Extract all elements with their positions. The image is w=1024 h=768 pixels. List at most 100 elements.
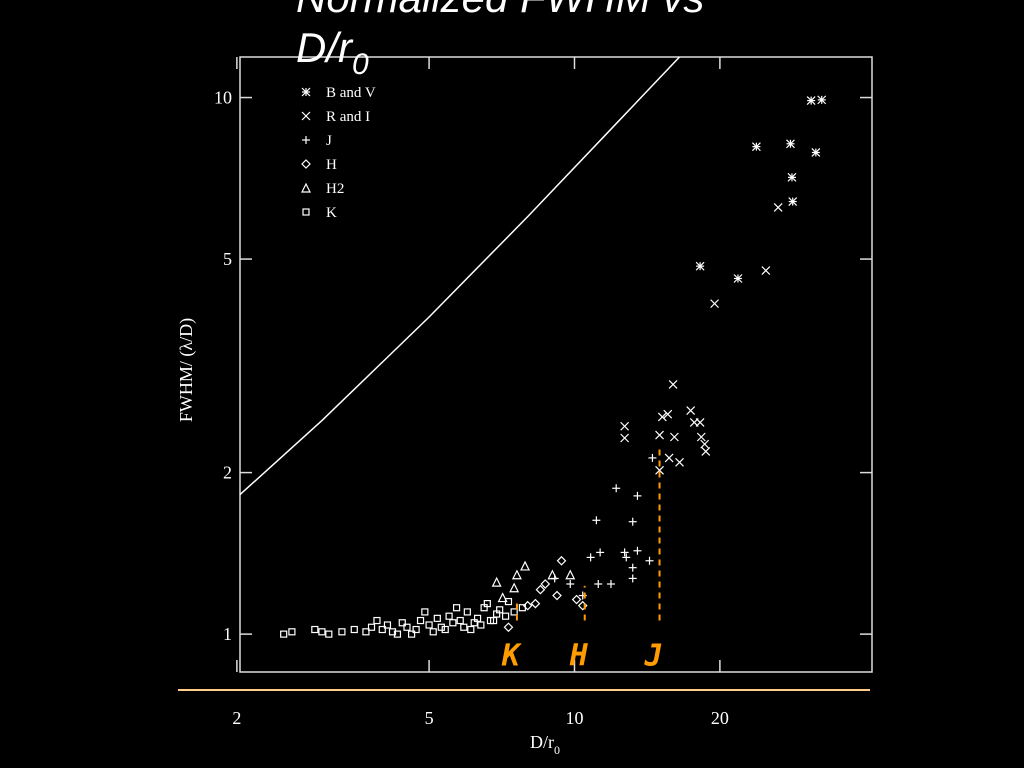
marker — [806, 96, 816, 106]
marker-shape — [388, 628, 397, 636]
marker — [657, 412, 667, 422]
marker-shape — [393, 630, 402, 638]
marker — [786, 139, 795, 149]
marker-shape — [510, 608, 518, 616]
marker — [556, 555, 567, 566]
marker — [504, 597, 513, 606]
marker-shape — [483, 599, 491, 608]
marker-shape — [416, 616, 425, 625]
y-axis-label: FWHM/ (λ/D) — [176, 318, 197, 422]
marker — [811, 148, 821, 157]
marker — [530, 598, 541, 609]
annotation-label: J — [644, 639, 663, 674]
marker-shape — [288, 628, 296, 636]
x-tick-label: 2 — [232, 708, 241, 728]
marker-stroke — [701, 447, 711, 456]
marker — [460, 623, 468, 631]
marker-shape — [501, 612, 510, 620]
marker — [467, 625, 475, 634]
marker-stroke — [700, 439, 710, 449]
marker-shape — [503, 622, 514, 633]
y-tick-label: 5 — [223, 249, 232, 269]
marker — [668, 379, 678, 389]
marker-shape — [497, 592, 508, 603]
marker-shape — [398, 619, 406, 627]
marker — [477, 621, 485, 629]
marker — [437, 623, 445, 631]
marker-shape — [547, 569, 558, 580]
marker-shape — [565, 569, 576, 580]
marker — [473, 614, 482, 622]
marker — [421, 608, 429, 616]
marker — [491, 576, 502, 587]
marker — [301, 111, 311, 121]
y-tick-label: 2 — [223, 463, 232, 483]
marker — [407, 630, 416, 638]
marker-stroke — [664, 453, 674, 463]
marker-shape — [383, 621, 392, 629]
marker-shape — [441, 625, 449, 634]
marker-stroke — [675, 457, 684, 467]
chart-title: D/r0 — [296, 24, 369, 81]
chart-title: Normalized FWHM vs — [296, 0, 704, 21]
marker — [445, 612, 453, 620]
marker — [535, 584, 546, 595]
marker — [817, 95, 827, 105]
marker — [695, 418, 705, 427]
marker — [288, 628, 296, 636]
marker — [318, 628, 326, 636]
marker — [425, 621, 433, 629]
marker — [393, 630, 402, 638]
marker — [628, 517, 637, 526]
marker — [620, 421, 630, 431]
marker-stroke — [686, 406, 696, 415]
marker — [509, 582, 520, 593]
marker-shape — [504, 597, 513, 606]
marker-shape — [449, 619, 457, 627]
marker-shape — [425, 621, 433, 629]
plot-frame — [239, 56, 873, 673]
marker-stroke — [655, 465, 664, 475]
legend-label: H — [326, 157, 337, 173]
marker-shape — [301, 159, 311, 169]
marker-stroke — [620, 421, 630, 431]
marker — [388, 628, 397, 636]
x-axis-label-text: D/r — [530, 732, 554, 752]
marker — [655, 430, 664, 440]
chart-title-subscript: 0 — [352, 48, 369, 81]
marker — [751, 142, 761, 152]
marker — [301, 182, 311, 193]
marker — [571, 594, 582, 605]
marker-shape — [412, 625, 420, 634]
marker — [663, 409, 673, 419]
marker — [612, 484, 621, 493]
marker-shape — [463, 608, 471, 616]
marker — [412, 625, 420, 634]
marker — [398, 619, 406, 627]
marker-shape — [429, 628, 437, 636]
marker — [280, 630, 288, 638]
marker — [787, 172, 797, 182]
marker — [645, 556, 654, 565]
marker — [592, 516, 601, 525]
marker — [566, 579, 575, 588]
marker — [701, 447, 711, 456]
marker — [510, 608, 518, 616]
marker — [503, 622, 514, 633]
marker — [520, 560, 531, 571]
marker-shape — [467, 625, 475, 634]
marker-shape — [520, 560, 531, 571]
marker — [620, 433, 630, 443]
marker — [633, 546, 642, 555]
marker — [565, 569, 576, 580]
marker-stroke — [761, 266, 771, 275]
marker-stroke — [696, 432, 706, 442]
marker-shape — [491, 576, 502, 587]
legend-label: J — [326, 133, 332, 149]
x-axis-label: D/r0 — [530, 732, 560, 757]
marker — [416, 616, 425, 625]
marker — [596, 548, 605, 557]
marker-shape — [407, 630, 416, 638]
marker — [655, 465, 664, 475]
marker — [710, 299, 720, 309]
